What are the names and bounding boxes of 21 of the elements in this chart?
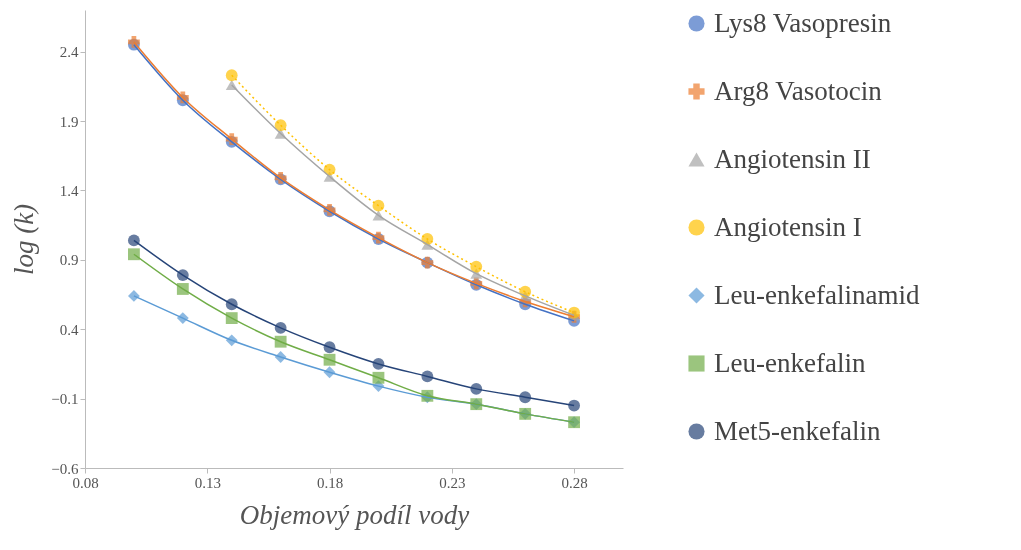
y-tick-label: −0.6 — [51, 460, 79, 477]
x-tick-label: 0.28 — [561, 474, 588, 491]
x-tick-label: 0.13 — [194, 474, 221, 491]
y-tick-label: 1.9 — [59, 113, 79, 130]
y-tick-label: −0.1 — [51, 391, 79, 408]
y-tick-label: 0.4 — [59, 321, 79, 338]
legend-label: Met5-enkefalin — [714, 415, 881, 446]
x-tick-label: 0.23 — [439, 474, 466, 491]
legend-label: Angiotensin II — [714, 143, 871, 174]
y-tick-label: 2.4 — [59, 44, 79, 61]
legend-label: Angiotensin I — [714, 211, 862, 242]
y-tick-label: 1.4 — [59, 182, 79, 199]
legend-label: Arg8 Vasotocin — [714, 75, 883, 106]
legend-label: Leu-enkefalin — [714, 347, 866, 378]
legend-label: Lys8 Vasopresin — [714, 7, 892, 38]
x-tick-label: 0.18 — [316, 474, 344, 491]
legend-label: Leu-enkefalinamid — [714, 279, 920, 310]
y-tick-label: 0.9 — [59, 252, 79, 269]
x-axis-title: Objemový podíl vody — [239, 499, 470, 530]
x-tick-label: 0.08 — [72, 474, 99, 491]
y-axis-title: log (k) — [9, 203, 40, 276]
